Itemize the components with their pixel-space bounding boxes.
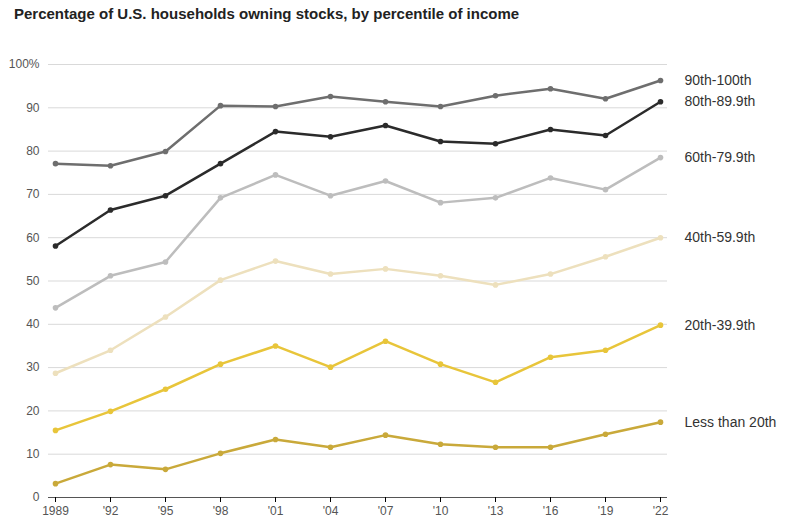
svg-text:70: 70 bbox=[26, 187, 40, 201]
svg-text:60th-79.9th: 60th-79.9th bbox=[685, 149, 756, 165]
svg-text:10: 10 bbox=[26, 447, 40, 461]
svg-text:'98: '98 bbox=[213, 504, 229, 518]
svg-text:Less than 20th: Less than 20th bbox=[685, 414, 777, 430]
svg-text:'95: '95 bbox=[158, 504, 174, 518]
svg-text:'10: '10 bbox=[433, 504, 449, 518]
svg-text:0: 0 bbox=[33, 490, 40, 504]
svg-text:'16: '16 bbox=[543, 504, 559, 518]
svg-text:40th-59.9th: 40th-59.9th bbox=[685, 229, 756, 245]
html-text:Percentage of U.S. households: Percentage of U.S. households owning sto… bbox=[14, 5, 520, 22]
svg-text:90th-100th: 90th-100th bbox=[685, 72, 752, 88]
svg-text:'22: '22 bbox=[653, 504, 669, 518]
svg-text:30: 30 bbox=[26, 360, 40, 374]
svg-text:'01: '01 bbox=[268, 504, 284, 518]
svg-text:'04: '04 bbox=[323, 504, 339, 518]
svg-text:50: 50 bbox=[26, 274, 40, 288]
svg-text:20: 20 bbox=[26, 404, 40, 418]
svg-text:'92: '92 bbox=[103, 504, 119, 518]
svg-text:80: 80 bbox=[26, 144, 40, 158]
svg-text:1989: 1989 bbox=[42, 504, 69, 518]
svg-text:100%: 100% bbox=[9, 57, 40, 71]
svg-text:80th-89.9th: 80th-89.9th bbox=[685, 93, 756, 109]
svg-text:'07: '07 bbox=[378, 504, 394, 518]
svg-text:'13: '13 bbox=[488, 504, 504, 518]
svg-text:20th-39.9th: 20th-39.9th bbox=[685, 317, 756, 333]
svg-text:'19: '19 bbox=[598, 504, 614, 518]
svg-text:60: 60 bbox=[26, 231, 40, 245]
svg-text:90: 90 bbox=[26, 101, 40, 115]
svg-text:40: 40 bbox=[26, 317, 40, 331]
